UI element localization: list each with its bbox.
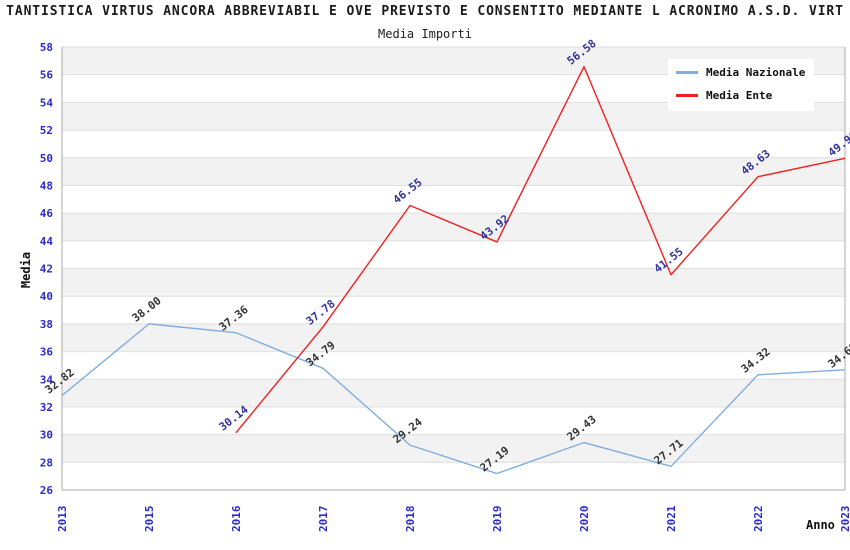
plot-spines <box>61 47 846 491</box>
plot-gridlines <box>62 46 845 491</box>
x-tick-label: 2023 <box>839 506 850 533</box>
series-line-media-ente <box>235 65 846 434</box>
y-tick-label: 28 <box>40 456 53 469</box>
x-tick-label: 2015 <box>143 506 156 533</box>
x-tick-label: 2018 <box>404 506 417 533</box>
band-stripe <box>62 213 845 241</box>
x-tick-label: 2021 <box>665 505 678 532</box>
band-stripe <box>62 296 845 324</box>
series-line-media-nazionale <box>61 323 846 475</box>
y-tick-label: 52 <box>40 124 53 137</box>
y-tick-label: 42 <box>40 263 53 276</box>
band-stripe <box>62 323 845 352</box>
legend-swatch-media-nazionale <box>676 71 698 74</box>
y-tick-label: 56 <box>40 69 54 82</box>
legend-item-media-nazionale: Media Nazionale <box>676 66 806 79</box>
x-tick-label: 2016 <box>230 505 243 532</box>
band-stripe <box>62 379 845 407</box>
band-stripe <box>62 434 845 463</box>
legend-swatch-media-ente <box>676 94 698 97</box>
x-tick-label: 2022 <box>752 506 765 533</box>
x-tick-label: 2019 <box>491 506 504 533</box>
y-tick-label: 38 <box>40 318 53 331</box>
band-stripe <box>62 240 845 269</box>
y-tick-label: 30 <box>40 429 53 442</box>
band-stripe <box>62 462 845 490</box>
x-tick-label: 2013 <box>56 506 69 533</box>
y-tick-label: 48 <box>40 179 53 192</box>
chart-title: TANTISTICA VIRTUS ANCORA ABBREVIABIL E O… <box>6 4 844 19</box>
y-tick-label: 36 <box>40 346 54 359</box>
chart-subtitle: Media Importi <box>378 27 472 41</box>
y-tick-label: 26 <box>40 484 54 497</box>
y-tick-label: 46 <box>40 207 54 220</box>
band-stripe <box>62 406 845 435</box>
y-axis-tick-labels: 26 28 30 32 34 36 38 40 42 44 46 48 50 52 54 56 58 <box>40 41 54 497</box>
band-stripe <box>62 351 845 380</box>
y-tick-label: 32 <box>40 401 53 414</box>
x-axis-tick-labels: 2013 2015 2016 2017 2018 2019 2020 2021 2022 2023 <box>56 505 850 532</box>
plot-band-stripes <box>62 47 845 490</box>
x-tick-label: 2017 <box>317 506 330 533</box>
x-axis-title: Anno <box>806 518 835 532</box>
band-stripe <box>62 130 845 158</box>
y-tick-label: 40 <box>40 290 53 303</box>
legend-label-media-ente: Media Ente <box>706 89 773 102</box>
legend-label-media-nazionale: Media Nazionale <box>706 66 806 79</box>
y-tick-label: 34 <box>40 373 54 386</box>
chart-legend: Media Nazionale Media Ente <box>668 59 814 111</box>
band-stripe <box>62 268 845 297</box>
legend-item-media-ente: Media Ente <box>676 89 806 102</box>
band-stripe <box>62 185 845 214</box>
band-stripe <box>62 157 845 186</box>
x-tick-label: 2020 <box>578 506 591 533</box>
y-axis-title: Media <box>19 252 33 288</box>
y-tick-label: 58 <box>40 41 53 54</box>
y-tick-label: 50 <box>40 152 53 165</box>
y-tick-label: 44 <box>40 235 54 248</box>
y-tick-label: 54 <box>40 96 54 109</box>
